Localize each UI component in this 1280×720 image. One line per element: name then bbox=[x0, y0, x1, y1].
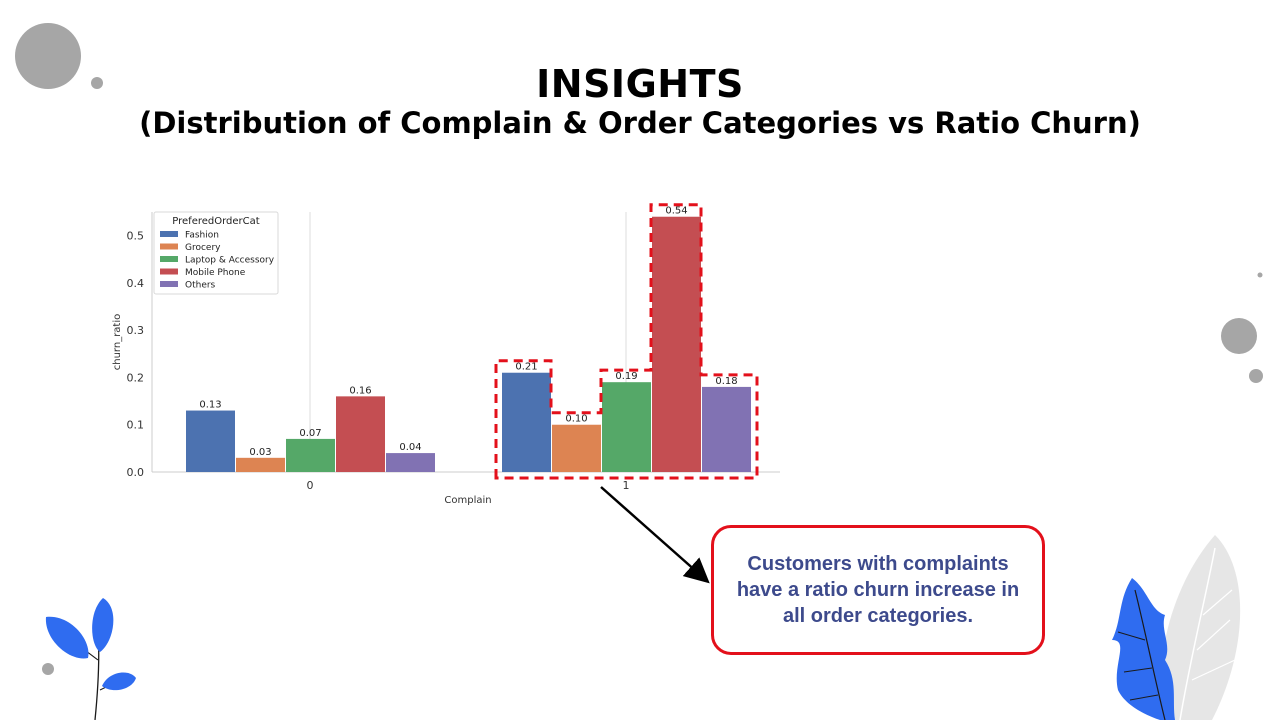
highlight-box bbox=[494, 203, 759, 480]
data-label: 0.21 bbox=[515, 362, 537, 373]
plant-right-icon bbox=[1112, 535, 1241, 720]
data-label: 0.13 bbox=[199, 400, 221, 411]
y-tick-label: 0.5 bbox=[127, 230, 145, 243]
data-label: 0.07 bbox=[299, 428, 321, 439]
y-tick-label: 0.1 bbox=[127, 419, 145, 432]
legend-swatch bbox=[160, 268, 178, 275]
legend-swatch bbox=[160, 256, 178, 262]
x-axis-label: Complain bbox=[444, 495, 491, 506]
y-tick-label: 0.3 bbox=[127, 324, 145, 337]
bar bbox=[286, 438, 335, 472]
bar bbox=[602, 382, 651, 472]
bar bbox=[386, 453, 435, 472]
bar bbox=[336, 396, 385, 472]
legend-swatch bbox=[160, 281, 178, 287]
decor-circle-small bbox=[91, 77, 103, 89]
legend-title: PreferedOrderCat bbox=[172, 216, 259, 227]
data-label: 0.54 bbox=[665, 206, 687, 217]
legend-entry: Others bbox=[185, 281, 216, 291]
legend: PreferedOrderCat Fashion Grocery Laptop & A… bbox=[153, 211, 279, 295]
bar bbox=[652, 216, 701, 472]
legend-swatch bbox=[160, 231, 178, 237]
decor-circle-large bbox=[15, 23, 81, 89]
data-label: 0.10 bbox=[565, 414, 587, 425]
data-label: 0.03 bbox=[249, 447, 271, 458]
y-tick-label: 0.4 bbox=[127, 277, 145, 290]
legend-entry: Grocery bbox=[185, 243, 221, 253]
decor-circle-right bbox=[1221, 318, 1257, 354]
bar bbox=[552, 424, 601, 472]
bar bbox=[502, 372, 551, 472]
legend-entry: Fashion bbox=[185, 231, 219, 241]
data-label: 0.19 bbox=[615, 371, 637, 382]
bar bbox=[702, 386, 751, 472]
callout-text: Customers with complaints have a ratio c… bbox=[736, 553, 1020, 627]
data-label: 0.18 bbox=[715, 376, 737, 387]
decor-circle-right-small bbox=[1249, 369, 1263, 383]
y-tick-label: 0.0 bbox=[127, 466, 145, 479]
insight-callout: Customers with complaints have a ratio c… bbox=[711, 525, 1045, 655]
data-label: 0.04 bbox=[399, 442, 421, 453]
legend-box bbox=[153, 211, 279, 295]
highlight-outline bbox=[494, 203, 759, 480]
y-axis-label: churn_ratio bbox=[112, 314, 123, 371]
slide-title: INSIGHTS bbox=[536, 62, 744, 106]
bar bbox=[186, 410, 235, 472]
x-tick-label: 0 bbox=[307, 479, 314, 492]
decor-circle-bottom-left bbox=[42, 663, 54, 675]
decor-dot-right bbox=[1257, 272, 1263, 278]
legend-entry: Laptop & Accessory bbox=[185, 256, 275, 266]
legend-entry: Mobile Phone bbox=[185, 268, 246, 278]
slide-subtitle: (Distribution of Complain & Order Catego… bbox=[139, 106, 1141, 140]
x-tick-label: 1 bbox=[623, 479, 630, 492]
bar bbox=[236, 457, 285, 472]
data-label: 0.16 bbox=[349, 385, 371, 396]
plant-left-icon bbox=[45, 598, 136, 720]
churn-bar-chart: 0.0 0.1 0.2 0.3 0.4 0.5 0 1 Complain churn_ratio 0… bbox=[112, 203, 780, 506]
legend-swatch bbox=[160, 243, 178, 250]
y-tick-label: 0.2 bbox=[127, 371, 145, 384]
